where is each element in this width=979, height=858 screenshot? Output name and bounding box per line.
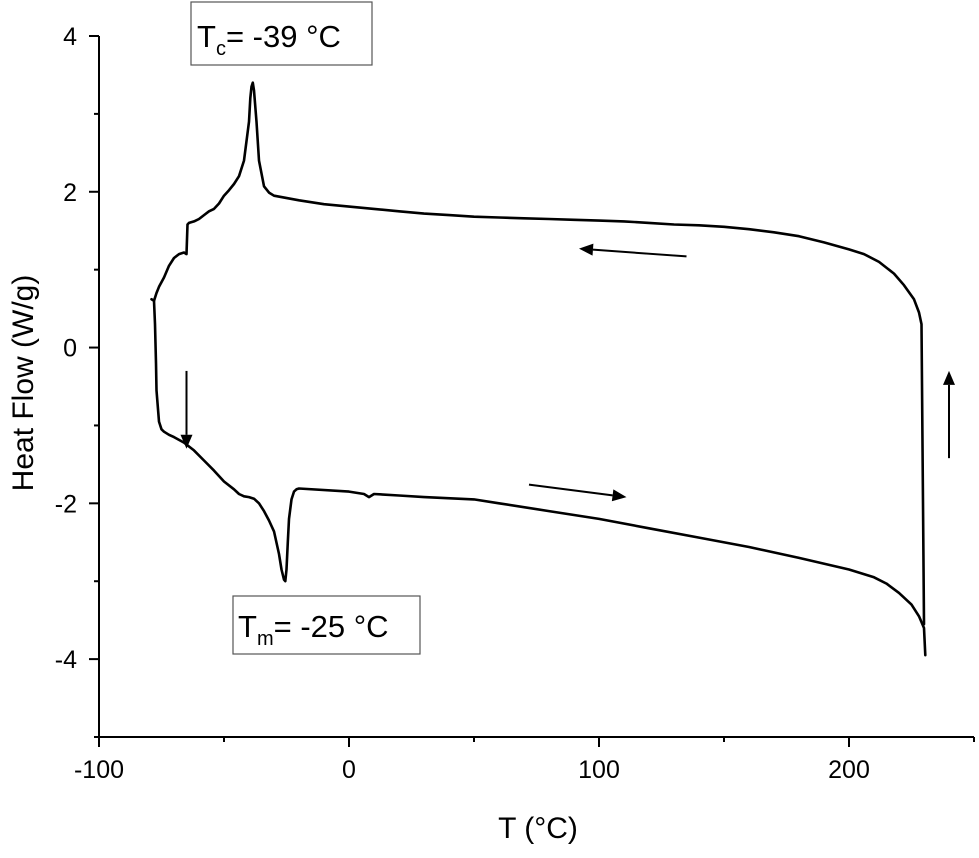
direction-arrow-head [611, 489, 627, 502]
direction-arrow-shaft [592, 248, 687, 258]
data-series [150, 81, 927, 657]
direction-arrow-head [180, 434, 193, 449]
y-tick-label: -4 [55, 646, 77, 674]
y-axis-title: Heat Flow (W/g) [7, 275, 40, 492]
melting-label: Tm= -25 °C [238, 609, 389, 650]
direction-arrows [180, 243, 955, 502]
direction-arrow-head [579, 243, 594, 256]
direction-arrow-shaft [528, 483, 613, 497]
cooling-curve [150, 81, 926, 626]
x-tick-label: 0 [342, 756, 356, 784]
y-tick-label: 4 [63, 23, 77, 51]
x-tick-label: 200 [828, 756, 870, 784]
y-tick-label: 0 [63, 335, 77, 363]
y-tick-label: 2 [63, 179, 77, 207]
x-axis-title: T (°C) [498, 812, 578, 845]
tick-marks [89, 35, 975, 747]
annotations: Tc= -39 °C Tm= -25 °C [190, 1, 421, 655]
direction-arrow-head [943, 370, 955, 385]
tick-labels: -100 0 100 200 4 2 0 -2 -4 [55, 23, 870, 784]
annotation-box [232, 595, 421, 655]
x-tick-label: 100 [578, 756, 620, 784]
y-tick-label: -2 [55, 490, 77, 518]
axes [98, 36, 974, 738]
x-tick-label: -100 [74, 756, 124, 784]
crystallization-label: Tc= -39 °C [197, 19, 341, 60]
annotation-box [190, 1, 373, 66]
